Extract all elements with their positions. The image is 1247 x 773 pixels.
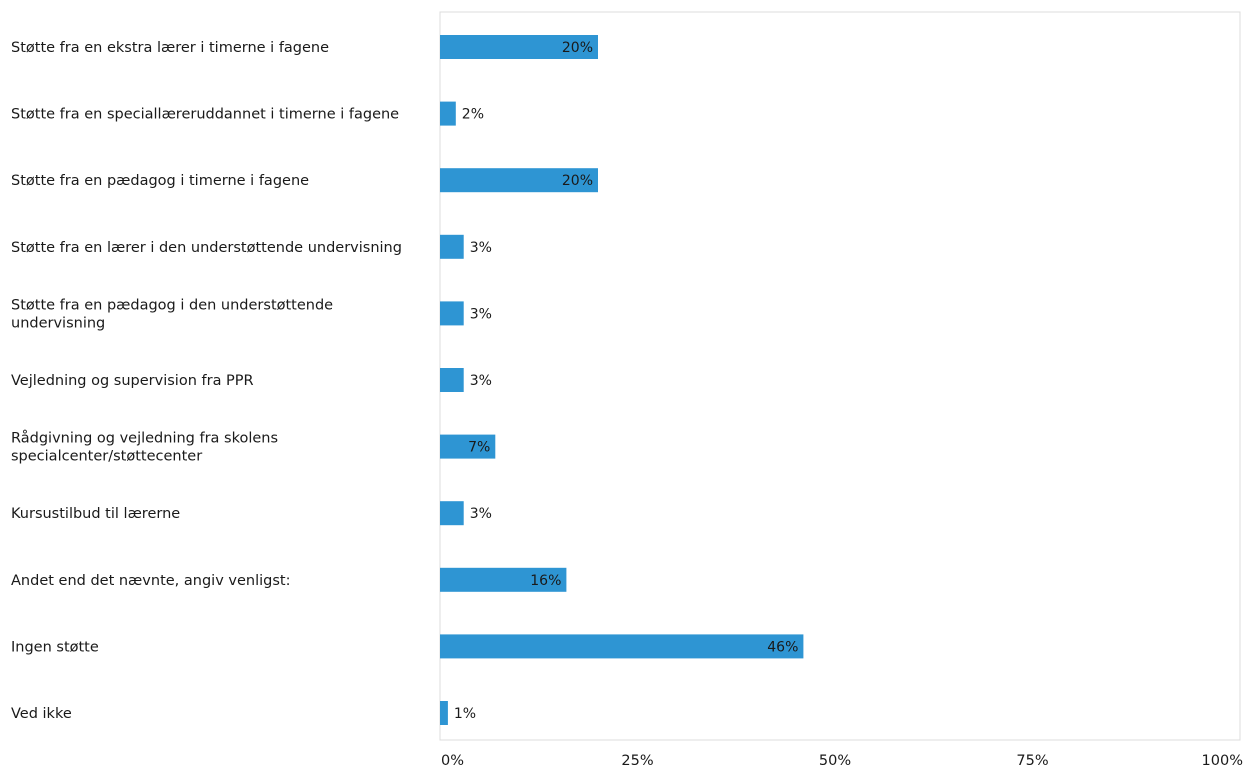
x-tick-label-50: 50% bbox=[819, 753, 851, 769]
bar-2 bbox=[440, 101, 456, 126]
x-axis-ticks: 0% 25% 50% 75% 100% bbox=[441, 753, 1243, 769]
category-label-line: Ingen støtte bbox=[11, 639, 99, 655]
bar-8 bbox=[440, 501, 464, 526]
category-label-line: undervisning bbox=[11, 315, 105, 331]
category-label-8: Kursustilbud til lærerne bbox=[11, 506, 180, 522]
x-tick-label-100: 100% bbox=[1202, 753, 1243, 769]
bar-value-label-8: 3% bbox=[470, 506, 492, 522]
bar-value-label-9: 16% bbox=[530, 573, 561, 589]
category-label-line: Rådgivning og vejledning fra skolens bbox=[11, 430, 278, 447]
bar-value-label-7: 7% bbox=[468, 440, 490, 456]
category-label-line: Ved ikke bbox=[11, 706, 72, 722]
bar-6 bbox=[440, 368, 464, 392]
bar-value-label-10: 46% bbox=[767, 639, 798, 655]
x-tick-label-0: 0% bbox=[441, 753, 464, 769]
bar-11 bbox=[440, 701, 448, 725]
category-label-5: Støtte fra en pædagog i den understøtten… bbox=[11, 297, 333, 331]
category-label-line: Støtte fra en pædagog i den understøtten… bbox=[11, 297, 333, 313]
x-tick-label-75: 75% bbox=[1016, 753, 1048, 769]
category-label-line: specialcenter/støttecenter bbox=[11, 449, 202, 465]
x-tick-label-25: 25% bbox=[621, 753, 653, 769]
bar-7 bbox=[440, 434, 496, 459]
bar-value-label-6: 3% bbox=[470, 373, 492, 389]
bar-3 bbox=[440, 168, 598, 193]
bars-layer: 20% 2% 20% 3% 3% 3% 7% 3% 16% 46% 1% bbox=[440, 35, 804, 725]
category-label-3: Støtte fra en pædagog i timerne i fagene bbox=[11, 173, 309, 189]
category-label-2: Støtte fra en speciallæreruddannet i tim… bbox=[11, 107, 399, 123]
category-label-line: Støtte fra en pædagog i timerne i fagene bbox=[11, 173, 309, 189]
category-label-10: Ingen støtte bbox=[11, 639, 99, 655]
bar-10 bbox=[440, 634, 804, 659]
category-label-4: Støtte fra en lærer i den understøttende… bbox=[11, 240, 402, 256]
category-label-9: Andet end det nævnte, angiv venligst: bbox=[11, 573, 290, 589]
bar-value-label-2: 2% bbox=[462, 107, 484, 123]
category-label-11: Ved ikke bbox=[11, 706, 72, 722]
bar-4 bbox=[440, 234, 464, 259]
bar-value-label-11: 1% bbox=[454, 706, 476, 722]
bar-5 bbox=[440, 301, 464, 326]
bar-value-label-3: 20% bbox=[562, 173, 593, 189]
category-label-6: Vejledning og supervision fra PPR bbox=[11, 373, 254, 389]
bar-value-label-1: 20% bbox=[562, 40, 593, 56]
category-label-line: Støtte fra en lærer i den understøttende… bbox=[11, 240, 402, 256]
plot-area-frame bbox=[439, 11, 1241, 741]
bar-value-label-4: 3% bbox=[470, 240, 492, 256]
category-labels: Støtte fra en ekstra lærer i timerne i f… bbox=[11, 40, 402, 722]
category-label-line: Kursustilbud til lærerne bbox=[11, 506, 180, 522]
bar-value-label-5: 3% bbox=[470, 306, 492, 322]
bar-9 bbox=[440, 567, 567, 592]
category-label-line: Vejledning og supervision fra PPR bbox=[11, 373, 254, 389]
category-label-1: Støtte fra en ekstra lærer i timerne i f… bbox=[11, 40, 329, 56]
category-label-line: Andet end det nævnte, angiv venligst: bbox=[11, 573, 290, 589]
category-label-line: Støtte fra en speciallæreruddannet i tim… bbox=[11, 107, 399, 123]
category-label-7: Rådgivning og vejledning fra skolens spec… bbox=[11, 430, 278, 465]
category-label-line: Støtte fra en ekstra lærer i timerne i f… bbox=[11, 40, 329, 56]
bar-1 bbox=[440, 35, 598, 59]
